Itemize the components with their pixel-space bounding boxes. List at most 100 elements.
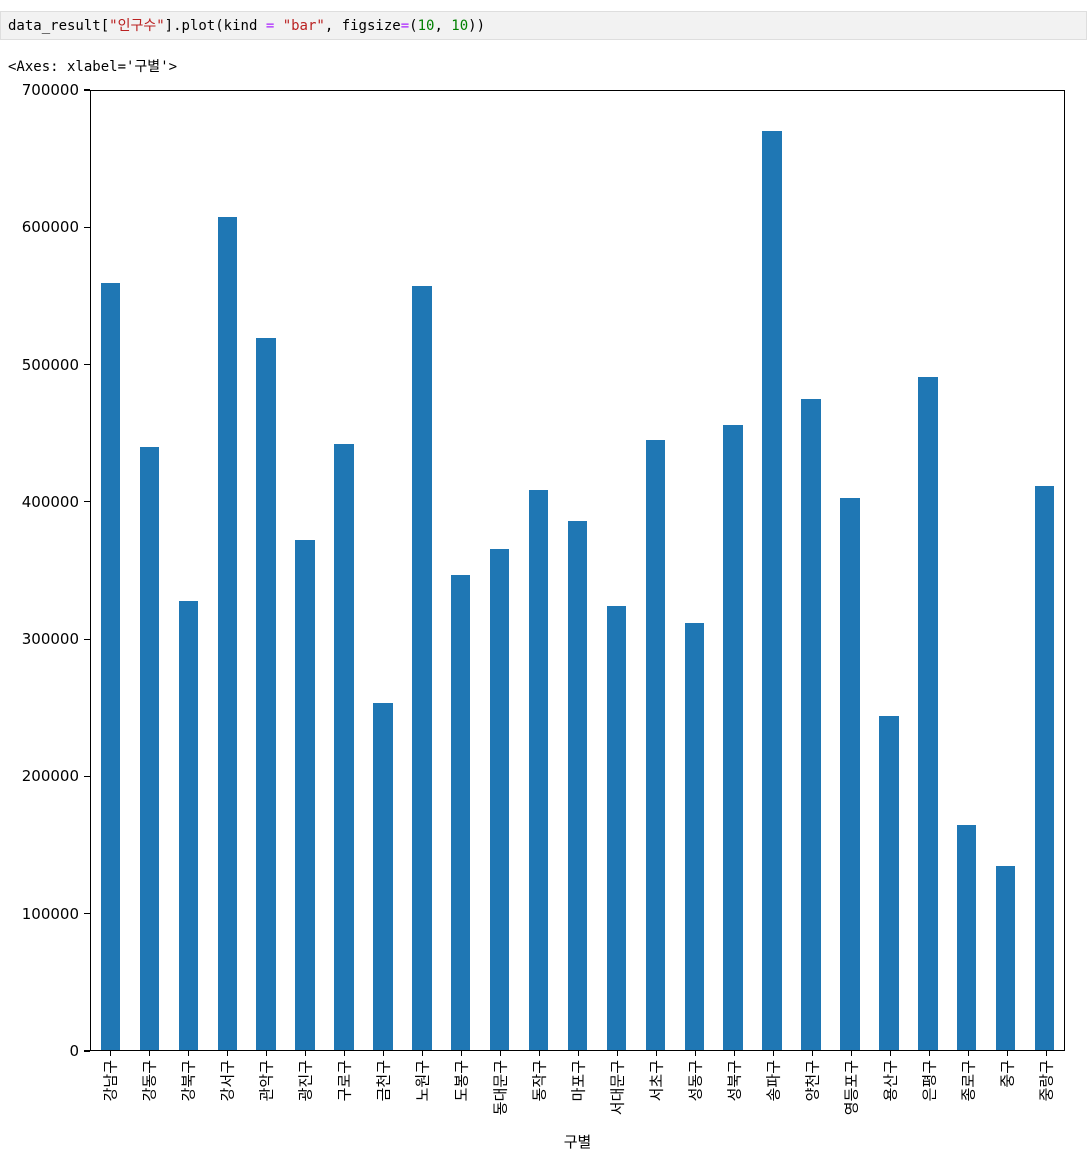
y-tick-label: 200000 [21, 767, 79, 786]
x-tick-label: 강북구 [179, 1060, 197, 1102]
bar-column [947, 91, 986, 1050]
y-tick-label: 600000 [21, 218, 79, 237]
bar-column [363, 91, 402, 1050]
x-tick-label: 도봉구 [452, 1060, 470, 1102]
x-tick-label: 서대문구 [608, 1060, 626, 1116]
output-text: <Axes: xlabel='구별'> [8, 59, 178, 75]
bar-column [636, 91, 675, 1050]
x-tick-label: 용산구 [881, 1060, 899, 1102]
bar [879, 715, 899, 1050]
figure: 0 100000 200000 300000 400000 500000 600000 700… [2, 81, 1065, 1152]
x-tick-mark [577, 1051, 579, 1056]
x-tick-mark [967, 1051, 969, 1056]
x-tick: 금천구 [363, 1051, 402, 1129]
y-tick-mark [84, 501, 90, 503]
x-tick-label: 중랑구 [1037, 1060, 1055, 1102]
x-tick: 송파구 [753, 1051, 792, 1129]
bar-column [831, 91, 870, 1050]
y-tick-label: 0 [69, 1042, 79, 1060]
x-tick: 양천구 [792, 1051, 831, 1129]
x-tick-mark [655, 1051, 657, 1056]
bar [606, 606, 627, 1050]
x-tick-label: 강남구 [101, 1060, 119, 1102]
x-tick-mark [616, 1051, 618, 1056]
x-tick-label: 관악구 [257, 1060, 275, 1102]
bar [256, 337, 276, 1050]
y-tick-mark [84, 1050, 90, 1052]
bar [451, 574, 471, 1050]
code-token: , figsize [324, 18, 401, 34]
bar [295, 540, 315, 1050]
x-tick-mark [1006, 1051, 1008, 1056]
bar-column [986, 91, 1025, 1050]
bar [139, 447, 160, 1050]
x-tick-label: 노원구 [413, 1060, 431, 1102]
bar-column [753, 91, 792, 1050]
x-tick-label: 서초구 [647, 1060, 665, 1102]
x-tick-mark [382, 1051, 384, 1056]
bar-column [558, 91, 597, 1050]
bar [373, 703, 393, 1050]
bar [762, 130, 782, 1050]
bar [645, 440, 666, 1050]
bar-column [519, 91, 558, 1050]
x-tick-mark [694, 1051, 696, 1056]
code-token: ].plot(kind [164, 18, 266, 34]
bar-column [792, 91, 831, 1050]
bar [840, 497, 860, 1050]
y-tick-mark [84, 363, 90, 366]
code-token: "bar" [282, 18, 325, 34]
bar-column [908, 91, 947, 1050]
x-tick: 동작구 [519, 1051, 558, 1129]
x-tick-labels: 강남구 강동구 강북구 강서구 관악구 광진구 구로구 금천구 노원구 도봉구 동대문구 동작구 마포구… [90, 1051, 1065, 1129]
bar-column [325, 91, 364, 1050]
bar [217, 217, 237, 1050]
x-tick-label: 강동구 [140, 1060, 158, 1102]
x-tick-mark [187, 1051, 189, 1056]
bar [100, 282, 121, 1050]
bar [918, 377, 938, 1050]
bar-column [714, 91, 753, 1050]
x-tick: 강남구 [90, 1051, 129, 1129]
bar [528, 489, 549, 1050]
x-tick: 서대문구 [597, 1051, 636, 1129]
x-tick-label: 송파구 [764, 1060, 782, 1102]
code-token: = [400, 18, 410, 34]
x-tick-label: 금천구 [374, 1060, 392, 1102]
x-tick-label: 구로구 [335, 1060, 353, 1102]
x-tick: 광진구 [285, 1051, 324, 1129]
bar [412, 285, 432, 1050]
bar-column [286, 91, 325, 1050]
x-tick-mark [109, 1051, 111, 1056]
x-tick-mark [304, 1051, 306, 1056]
x-tick-mark [265, 1051, 267, 1056]
x-tick-mark [343, 1051, 345, 1056]
x-tick-mark [499, 1051, 501, 1056]
x-tick-mark [733, 1051, 735, 1056]
x-tick-label: 종로구 [959, 1060, 977, 1102]
x-tick-mark [889, 1051, 891, 1056]
y-tick-label: 100000 [21, 904, 79, 923]
y-axis-spacer [2, 1129, 90, 1152]
x-tick: 영등포구 [831, 1051, 870, 1129]
bar [684, 622, 705, 1050]
bar [334, 444, 354, 1050]
x-tick-mark [226, 1051, 228, 1056]
bar-column [869, 91, 908, 1050]
bar [801, 399, 821, 1050]
bar [489, 548, 510, 1050]
bar-column [441, 91, 480, 1050]
code-token: data_result[ [8, 18, 110, 34]
bar [1034, 485, 1055, 1050]
x-axis-title-row: 구별 [2, 1129, 1065, 1152]
y-tick-mark [84, 913, 90, 915]
bar-column [480, 91, 519, 1050]
y-tick-label: 300000 [21, 630, 79, 649]
code-cell[interactable]: data_result["인구수"].plot(kind = "bar", fi… [0, 11, 1087, 40]
x-tick-mark [460, 1051, 462, 1056]
code-token: "인구수" [109, 18, 165, 34]
x-tick-label: 마포구 [569, 1060, 587, 1102]
bar-column [208, 91, 247, 1050]
x-tick-mark [772, 1051, 774, 1056]
code-token: ( [409, 18, 418, 34]
